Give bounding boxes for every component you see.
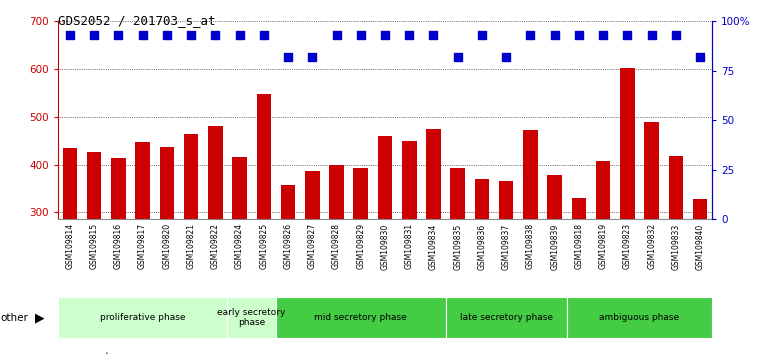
Text: GSM109815: GSM109815 — [89, 223, 99, 269]
Point — [161, 32, 173, 38]
Point — [233, 32, 246, 38]
Point — [403, 32, 415, 38]
Point — [573, 32, 585, 38]
Bar — [208, 126, 223, 219]
Bar — [523, 130, 537, 219]
FancyBboxPatch shape — [276, 297, 446, 338]
Bar — [427, 129, 440, 219]
Text: proliferative phase: proliferative phase — [100, 313, 186, 322]
Point — [645, 32, 658, 38]
FancyBboxPatch shape — [567, 297, 712, 338]
Text: GSM109834: GSM109834 — [429, 223, 438, 270]
Point — [621, 32, 634, 38]
Bar — [184, 135, 199, 219]
Bar — [620, 68, 634, 219]
Text: ■: ■ — [62, 352, 73, 354]
Point — [524, 32, 537, 38]
Bar — [353, 168, 368, 219]
Point — [64, 32, 76, 38]
Bar — [256, 94, 271, 219]
FancyBboxPatch shape — [446, 297, 567, 338]
Bar — [644, 121, 659, 219]
Bar — [402, 141, 417, 219]
Text: ambiguous phase: ambiguous phase — [600, 313, 680, 322]
Text: early secretory
phase: early secretory phase — [217, 308, 286, 327]
Point — [88, 32, 100, 38]
Bar — [62, 148, 77, 219]
Bar — [571, 198, 586, 219]
Point — [597, 32, 609, 38]
Bar — [159, 147, 174, 219]
Bar — [111, 158, 126, 219]
Text: GSM109826: GSM109826 — [283, 223, 293, 269]
Point — [476, 32, 488, 38]
Bar — [474, 179, 489, 219]
Text: GSM109817: GSM109817 — [138, 223, 147, 269]
Bar — [378, 136, 392, 219]
Point — [306, 54, 319, 60]
Text: mid secretory phase: mid secretory phase — [314, 313, 407, 322]
Text: GSM109825: GSM109825 — [259, 223, 268, 269]
FancyBboxPatch shape — [227, 297, 276, 338]
Text: GDS2052 / 201703_s_at: GDS2052 / 201703_s_at — [58, 14, 216, 27]
Bar — [499, 181, 514, 219]
Text: GSM109829: GSM109829 — [357, 223, 365, 269]
Point — [451, 54, 464, 60]
Text: other: other — [1, 313, 28, 323]
Point — [427, 32, 440, 38]
Bar — [136, 142, 150, 219]
Text: GSM109821: GSM109821 — [186, 223, 196, 269]
Point — [670, 32, 682, 38]
Point — [112, 32, 125, 38]
Text: GSM109822: GSM109822 — [211, 223, 219, 269]
Bar — [596, 161, 611, 219]
Text: GSM109840: GSM109840 — [695, 223, 705, 270]
Text: GSM109836: GSM109836 — [477, 223, 487, 270]
Point — [694, 54, 706, 60]
Bar — [693, 199, 708, 219]
Bar — [305, 171, 320, 219]
Text: GSM109839: GSM109839 — [551, 223, 559, 270]
Text: GSM109835: GSM109835 — [454, 223, 462, 270]
Point — [185, 32, 197, 38]
Bar — [281, 185, 296, 219]
Point — [379, 32, 391, 38]
Bar — [233, 158, 247, 219]
Point — [209, 32, 222, 38]
Text: GSM109816: GSM109816 — [114, 223, 123, 269]
Bar — [547, 175, 562, 219]
Text: GSM109828: GSM109828 — [332, 223, 341, 269]
Text: GSM109820: GSM109820 — [162, 223, 172, 269]
Text: GSM109832: GSM109832 — [647, 223, 656, 269]
Text: GSM109824: GSM109824 — [235, 223, 244, 269]
Text: GSM109814: GSM109814 — [65, 223, 75, 269]
Text: GSM109831: GSM109831 — [405, 223, 413, 269]
Point — [258, 32, 270, 38]
Text: GSM109838: GSM109838 — [526, 223, 535, 269]
Text: ▶: ▶ — [35, 311, 45, 324]
Point — [355, 32, 367, 38]
Text: GSM109830: GSM109830 — [380, 223, 390, 270]
Bar — [668, 156, 683, 219]
Text: count: count — [81, 352, 110, 354]
Text: GSM109819: GSM109819 — [598, 223, 608, 269]
Text: GSM109837: GSM109837 — [502, 223, 511, 270]
Bar — [330, 165, 343, 219]
Point — [548, 32, 561, 38]
Point — [282, 54, 294, 60]
Text: late secretory phase: late secretory phase — [460, 313, 553, 322]
FancyBboxPatch shape — [58, 297, 227, 338]
Point — [500, 54, 512, 60]
Text: GSM109833: GSM109833 — [671, 223, 681, 270]
Point — [330, 32, 343, 38]
Point — [136, 32, 149, 38]
Text: GSM109827: GSM109827 — [308, 223, 316, 269]
Text: GSM109818: GSM109818 — [574, 223, 584, 269]
Text: GSM109823: GSM109823 — [623, 223, 632, 269]
Bar — [450, 169, 465, 219]
Bar — [87, 152, 102, 219]
